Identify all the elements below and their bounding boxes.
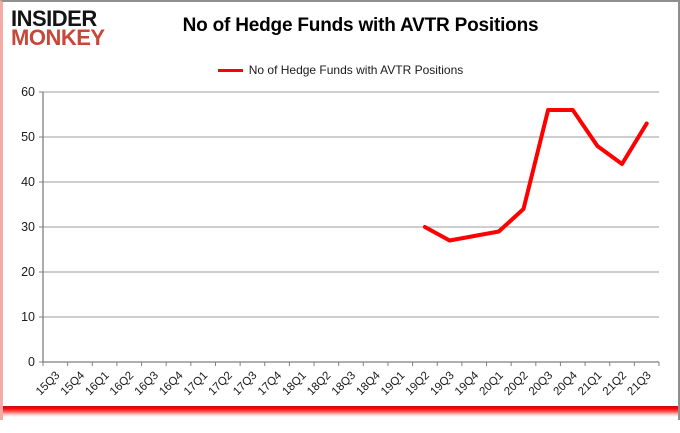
svg-text:16Q3: 16Q3 [133, 370, 161, 398]
chart-title: No of Hedge Funds with AVTR Positions [182, 15, 539, 36]
svg-text:15Q3: 15Q3 [34, 370, 62, 398]
svg-text:20Q2: 20Q2 [502, 370, 530, 398]
svg-text:16Q4: 16Q4 [157, 369, 186, 398]
svg-text:20: 20 [21, 265, 35, 279]
svg-text:18Q1: 18Q1 [280, 370, 308, 398]
svg-text:17Q4: 17Q4 [256, 369, 285, 398]
insider-monkey-logo: INSIDER MONKEY [11, 6, 105, 50]
chart-card: INSIDER MONKEY No of Hedge Funds with AV… [0, 0, 680, 420]
svg-text:17Q1: 17Q1 [182, 370, 210, 398]
svg-text:60: 60 [21, 85, 35, 99]
svg-text:21Q3: 21Q3 [625, 370, 653, 398]
svg-text:20Q1: 20Q1 [478, 370, 506, 398]
svg-text:16Q1: 16Q1 [83, 370, 111, 398]
svg-text:10: 10 [21, 310, 35, 324]
legend-label: No of Hedge Funds with AVTR Positions [248, 63, 464, 77]
svg-text:17Q2: 17Q2 [207, 370, 235, 398]
svg-text:18Q2: 18Q2 [305, 370, 333, 398]
legend: No of Hedge Funds with AVTR Positions [3, 62, 678, 78]
svg-text:20Q4: 20Q4 [552, 369, 581, 398]
svg-text:19Q1: 19Q1 [379, 370, 407, 398]
svg-text:19Q4: 19Q4 [453, 369, 482, 398]
svg-text:40: 40 [21, 175, 35, 189]
line-chart: 010203040506015Q315Q416Q116Q216Q316Q417Q… [21, 85, 660, 398]
legend-line-swatch [217, 68, 243, 72]
svg-text:19Q3: 19Q3 [428, 370, 456, 398]
svg-text:18Q3: 18Q3 [330, 370, 358, 398]
svg-text:18Q4: 18Q4 [354, 369, 383, 398]
svg-text:17Q3: 17Q3 [231, 370, 259, 398]
svg-text:16Q2: 16Q2 [108, 370, 136, 398]
svg-text:0: 0 [28, 355, 35, 369]
svg-text:21Q1: 21Q1 [576, 370, 604, 398]
logo-line-insider: INSIDER [11, 6, 97, 31]
bottom-red-glow [3, 406, 678, 417]
logo-line-monkey: MONKEY [11, 25, 105, 50]
svg-text:50: 50 [21, 130, 35, 144]
svg-text:21Q2: 21Q2 [601, 370, 629, 398]
svg-text:30: 30 [21, 220, 35, 234]
svg-text:20Q3: 20Q3 [527, 370, 555, 398]
svg-text:15Q4: 15Q4 [59, 369, 88, 398]
svg-text:19Q2: 19Q2 [404, 370, 432, 398]
